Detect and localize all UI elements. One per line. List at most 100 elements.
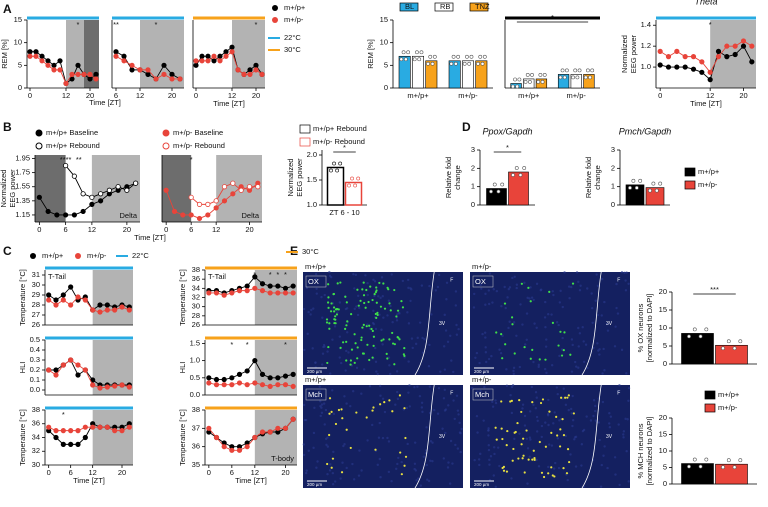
noise: [484, 303, 487, 306]
noise: [428, 284, 431, 288]
cell: [330, 466, 333, 469]
y-axis-label: % MCH neurons: [636, 423, 645, 478]
panel-letter: C: [3, 244, 12, 258]
data-point: [93, 71, 99, 78]
noise: [427, 365, 431, 368]
subject-dot: [586, 68, 590, 73]
cell: [362, 352, 365, 355]
x-axis-label: Time [ZT]: [690, 99, 722, 108]
noise: [570, 370, 574, 373]
noise: [627, 386, 631, 390]
subject-dot: [571, 75, 575, 80]
noise: [627, 399, 630, 403]
data-point: [71, 173, 77, 179]
y-axis-label: change: [593, 165, 602, 190]
y-tick-label: 0: [611, 200, 615, 209]
noise: [570, 338, 574, 341]
significance: *: [255, 20, 258, 29]
noise: [555, 386, 559, 389]
data-point: [740, 43, 747, 49]
y-tick-label: 2: [471, 163, 475, 172]
noise: [487, 448, 491, 452]
noise: [487, 357, 491, 361]
noise: [386, 436, 389, 440]
noise: [449, 334, 452, 337]
panel-letter: B: [3, 120, 12, 134]
data-point: [206, 290, 212, 296]
noise: [381, 295, 384, 298]
noise: [529, 438, 532, 441]
fornix-label: F: [617, 277, 620, 283]
noise: [309, 313, 312, 316]
noise: [626, 418, 629, 421]
noise: [315, 287, 318, 291]
noise: [416, 385, 419, 388]
panel-letter: D: [462, 120, 471, 134]
cell: [541, 398, 545, 401]
subject-dot: [573, 68, 578, 73]
noise: [492, 288, 495, 291]
data-point: [707, 69, 713, 75]
noise: [478, 463, 481, 467]
x-tick-label: 0: [207, 468, 211, 477]
subject-dot: [480, 61, 485, 66]
bar: [412, 55, 424, 89]
x-axis-label: Time [ZT]: [235, 476, 267, 485]
data-point: [45, 58, 51, 64]
subject-dot: [540, 80, 545, 84]
cell: [495, 438, 498, 441]
cell: [529, 300, 532, 303]
data-point: [27, 53, 33, 59]
noise: [492, 446, 496, 449]
noise: [508, 286, 512, 289]
data-point: [244, 288, 250, 294]
y-axis-label: [normalized to DAPI]: [645, 417, 654, 486]
subject-dot: [634, 185, 639, 190]
cell: [332, 306, 336, 309]
x-tick-label: 12: [88, 468, 96, 477]
noise: [564, 403, 568, 407]
legend-label: m+/p-: [698, 180, 718, 189]
cell: [353, 361, 356, 364]
noise: [497, 446, 500, 449]
data-point: [674, 48, 680, 54]
noise: [580, 443, 584, 446]
data-point: [53, 367, 59, 373]
data-point: [80, 208, 86, 215]
x-tick-label: 20: [281, 468, 289, 477]
scale-label: 200 µm: [307, 482, 322, 487]
y-tick-label: 2.0: [307, 150, 317, 159]
cell: [326, 361, 329, 365]
noise: [617, 390, 620, 393]
legend-swatch: [684, 167, 696, 177]
data-point: [63, 212, 69, 218]
noise: [315, 277, 318, 281]
noise: [577, 326, 580, 330]
noise: [316, 460, 319, 463]
subject-dot: [651, 181, 656, 186]
cell: [349, 359, 353, 362]
dark-phase: [92, 270, 133, 325]
data-point: [71, 212, 77, 218]
noise: [353, 307, 356, 311]
noise: [482, 419, 485, 422]
noise: [311, 347, 314, 350]
data-point: [255, 184, 261, 190]
noise: [397, 311, 401, 314]
noise: [320, 411, 324, 414]
legend-swatch: [684, 180, 696, 190]
noise: [617, 423, 620, 426]
cell: [367, 300, 370, 304]
subject-dot: [415, 50, 419, 55]
noise: [400, 460, 403, 464]
chart-title: Pmch/Gapdh: [619, 126, 672, 136]
cell: [325, 318, 329, 321]
cell: [356, 357, 359, 360]
cell: [538, 440, 541, 444]
noise: [615, 306, 618, 310]
subject-dot: [338, 161, 343, 166]
noise: [543, 367, 547, 371]
y-axis-label: % OX neurons: [636, 303, 645, 352]
noise: [477, 458, 481, 461]
